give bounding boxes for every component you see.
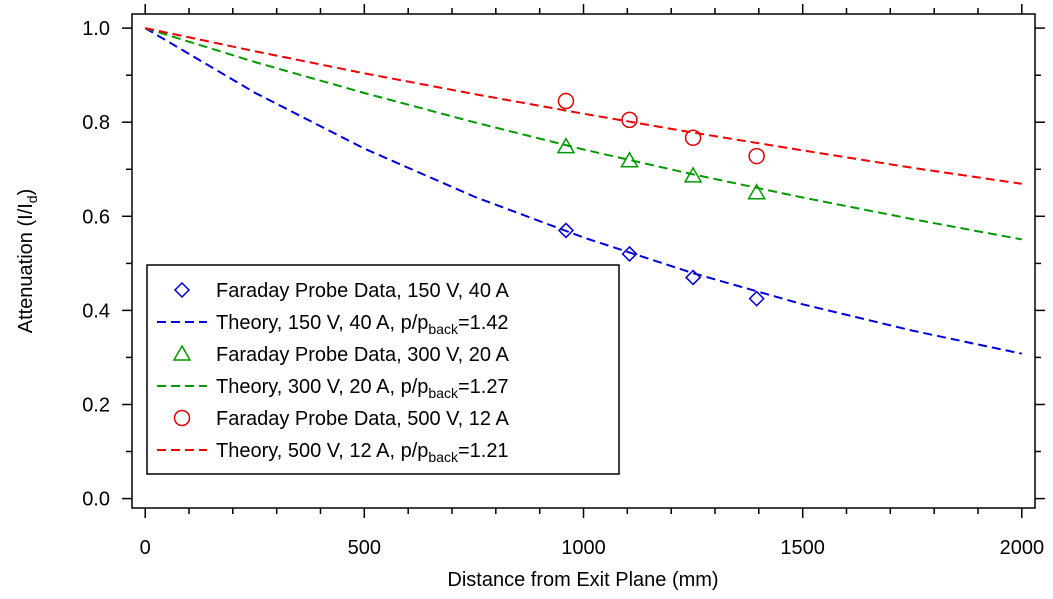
series-2-point-3 (747, 183, 766, 200)
legend-marker-2 (172, 344, 192, 361)
y-tick-label: 1.0 (82, 18, 110, 40)
series-0-point-3 (748, 290, 765, 307)
series-0-point-2 (685, 269, 702, 286)
y-axis-title: Attenuation (I/Id) (15, 189, 40, 334)
plot-marks (144, 27, 1023, 355)
series-4-point-1 (621, 111, 638, 129)
y-tick-label: 0.2 (82, 394, 110, 416)
x-tick-label: 1500 (780, 537, 825, 559)
legend-label-2: Faraday Probe Data, 300 V, 20 A (216, 344, 509, 366)
series-0-point-1 (621, 245, 638, 263)
x-axis-title: Distance from Exit Plane (mm) (447, 569, 718, 591)
legend-label-4: Faraday Probe Data, 500 V, 12 A (216, 408, 509, 430)
series-4-point-0 (557, 92, 575, 110)
x-tick-label: 500 (348, 537, 381, 559)
series-1-theory-line (144, 27, 1023, 355)
y-axis-title-main: Attenuation (I/I (15, 203, 37, 333)
series-3-theory-line (144, 27, 1022, 241)
x-tick-label: 2000 (1000, 537, 1045, 559)
y-tick-label: 0.8 (82, 112, 110, 134)
y-axis-title-sub: d (24, 195, 40, 203)
legend-box (146, 264, 620, 475)
y-tick-label: 0.6 (82, 206, 110, 228)
legend: Faraday Probe Data, 150 V, 40 A Theory, 1… (146, 264, 620, 475)
legend-label-5: Theory, 500 V, 12 A, p/pback=1.21 (216, 440, 509, 465)
series-2-point-2 (683, 166, 703, 183)
series-0-point-0 (557, 222, 575, 239)
series-5-theory-line (144, 27, 1022, 185)
x-tick-label: 0 (140, 537, 151, 559)
series-4-point-2 (684, 129, 702, 146)
legend-marker-4 (173, 409, 191, 427)
series-2-point-1 (620, 151, 639, 168)
series-4-point-3 (748, 147, 765, 165)
legend-label-0: Faraday Probe Data, 150 V, 40 A (216, 280, 509, 302)
legend-label-3: Theory, 300 V, 20 A, p/pback=1.27 (216, 376, 509, 401)
y-tick-label: 0.0 (82, 489, 110, 511)
y-axis-title-end: ) (15, 189, 37, 196)
x-tick-label: 1000 (561, 537, 606, 559)
legend-label-1: Theory, 150 V, 40 A, p/pback=1.42 (216, 312, 509, 337)
y-tick-label: 0.4 (82, 300, 110, 322)
legend-marker-0 (173, 281, 191, 299)
axis-ticks: 0 500 1000 1500 2000 0.0 0.2 0.4 0.6 0.8 1.0 (82, 4, 1045, 559)
